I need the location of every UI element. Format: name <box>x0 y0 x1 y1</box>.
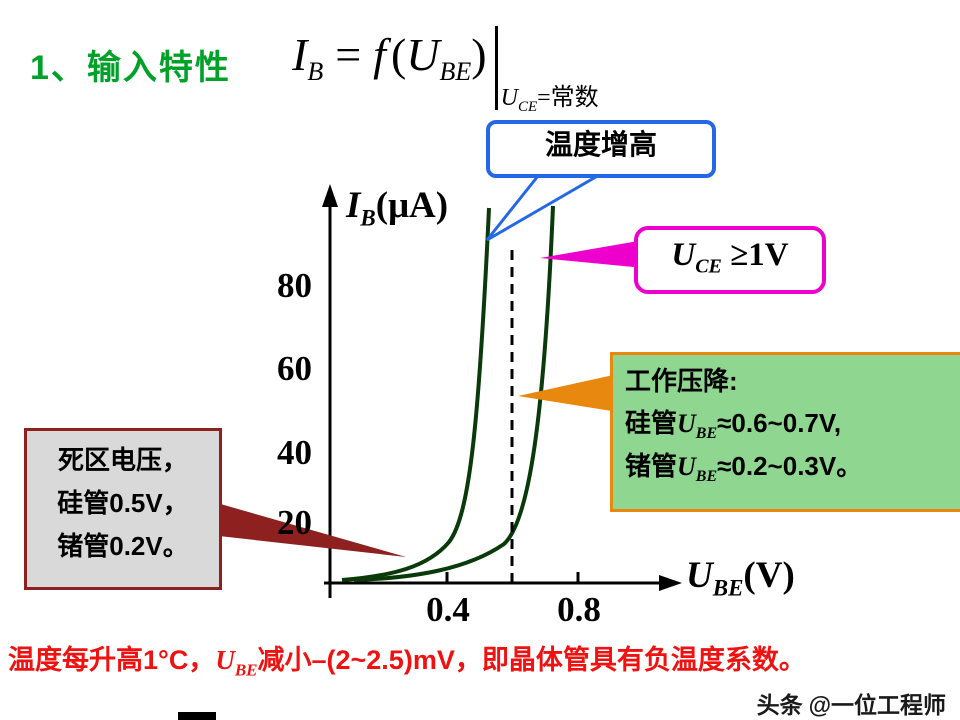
dead-zone-line3: 锗管0.2V。 <box>57 530 189 561</box>
x-axis-var-sub: BE <box>712 575 744 601</box>
function-symbol: f <box>373 29 386 80</box>
working-drop-line2: 硅管UBE≈0.6~0.7V, <box>625 407 842 442</box>
note-var: U <box>215 645 235 675</box>
pointer-dead-zone <box>210 501 406 557</box>
curve-normal-temperature <box>353 205 555 582</box>
x-axis-arrow <box>659 575 682 591</box>
x-axis-label: UBE(V) <box>686 554 795 601</box>
watermark: 头条 @一位工程师 <box>751 686 946 720</box>
formula-main: IB = f (UBE) <box>292 26 487 89</box>
note-part1: 温度每升高1°C， <box>8 645 216 675</box>
callout-working-drop: 工作压降: 硅管UBE≈0.6~0.7V, 锗管UBE≈0.2~0.3V。 <box>610 352 960 512</box>
pointer-working-drop <box>518 374 618 412</box>
formula-lhs: I <box>292 29 308 80</box>
x-axis-var: U <box>686 555 713 596</box>
equals-sign: = <box>335 29 362 80</box>
y-tick-label-80: 80 <box>277 266 312 305</box>
y-axis-var: I <box>346 185 361 226</box>
y-axis-unit: (μA) <box>375 185 449 226</box>
y-tick-label-60: 60 <box>277 349 312 388</box>
page-title: 1、输入特性 <box>30 49 231 87</box>
callout-temperature: 温度增高 <box>486 120 716 178</box>
note-part2: 减小–(2~2.5)mV，即晶体管具有负温度系数。 <box>257 645 806 675</box>
y-axis-label: IB(μA) <box>346 184 448 231</box>
pointer-uce <box>540 240 644 268</box>
note-var-sub: BE <box>234 660 258 680</box>
y-axis-arrow <box>322 184 338 207</box>
working-drop-line3: 锗管UBE≈0.2~0.3V。 <box>625 451 863 486</box>
cropped-artifact <box>178 712 216 720</box>
y-tick-label-40: 40 <box>277 433 312 472</box>
x-axis-unit: (V) <box>743 555 795 596</box>
working-drop-line1: 工作压降: <box>625 366 738 396</box>
evaluated-at-bar <box>494 26 498 110</box>
formula-condition: UCE=常数 <box>501 77 599 116</box>
dead-zone-line2: 硅管0.5V， <box>57 487 189 518</box>
y-tick-label-20: 20 <box>277 503 312 542</box>
formula: IB = f (UBE) UCE=常数 <box>292 26 599 115</box>
y-axis-var-sub: B <box>360 205 376 231</box>
close-paren: ) <box>471 29 487 80</box>
curve-higher-temperature <box>341 207 491 582</box>
bottom-note: 温度每升高1°C，UBE减小–(2~2.5)mV，即晶体管具有负温度系数。 <box>8 638 954 680</box>
callout-dead-zone: 死区电压， 硅管0.5V， 锗管0.2V。 <box>24 428 222 590</box>
uce-var: U <box>671 237 696 273</box>
callout-uce-condition: UCE ≥1V <box>634 226 826 294</box>
condition-rest: =常数 <box>537 85 599 112</box>
pointer-temperature <box>485 169 612 242</box>
uce-var-sub: CE <box>695 255 722 278</box>
watermark-brand: 头条 <box>756 692 803 718</box>
x-tick-label-04: 0.4 <box>426 590 470 629</box>
formula-arg-sub: BE <box>439 57 472 87</box>
dead-zone-line1: 死区电压， <box>57 445 188 475</box>
condition-var-sub: CE <box>517 99 538 115</box>
watermark-handle: @一位工程师 <box>808 692 946 718</box>
open-paren: ( <box>390 29 407 80</box>
formula-lhs-sub: B <box>307 57 324 87</box>
x-tick-label-08: 0.8 <box>557 590 601 629</box>
condition-var: U <box>500 85 518 112</box>
uce-rest: ≥1V <box>721 237 789 273</box>
formula-arg: U <box>406 29 440 80</box>
